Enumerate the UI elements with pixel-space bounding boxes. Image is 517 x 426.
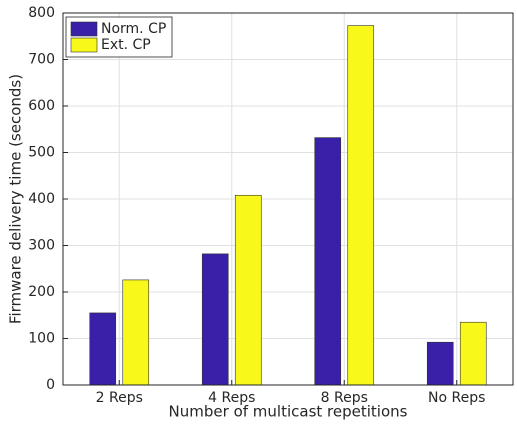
bar — [201, 253, 229, 386]
legend-swatch — [70, 21, 98, 37]
plot-frame — [62, 12, 514, 386]
y-tick-label: 300 — [28, 238, 55, 254]
y-axis-label: Firmware delivery time (seconds) — [7, 74, 25, 324]
y-tick-label: 400 — [28, 191, 55, 207]
bar — [122, 279, 150, 386]
x-tick-label: No Reps — [428, 390, 485, 406]
bar — [234, 194, 262, 386]
y-tick-label: 800 — [28, 5, 55, 21]
y-tick-label: 100 — [28, 331, 55, 347]
x-tick-label: 2 Reps — [96, 390, 143, 406]
y-tick-label: 600 — [28, 98, 55, 114]
legend-swatch — [70, 37, 98, 53]
bar — [426, 341, 454, 386]
bar — [459, 321, 487, 386]
y-tick-label: 0 — [46, 377, 55, 393]
y-tick-label: 500 — [28, 145, 55, 161]
bar — [89, 312, 117, 386]
x-tick-label: 4 Reps — [208, 390, 255, 406]
y-tick-label: 200 — [28, 284, 55, 300]
legend-label: Ext. CP — [101, 37, 151, 53]
legend-label: Norm. CP — [101, 21, 166, 37]
y-tick-label: 700 — [28, 52, 55, 68]
x-axis-label: Number of multicast repetitions — [169, 403, 408, 421]
bar — [347, 25, 375, 386]
x-tick-label: 8 Reps — [321, 390, 368, 406]
bar — [314, 137, 342, 386]
